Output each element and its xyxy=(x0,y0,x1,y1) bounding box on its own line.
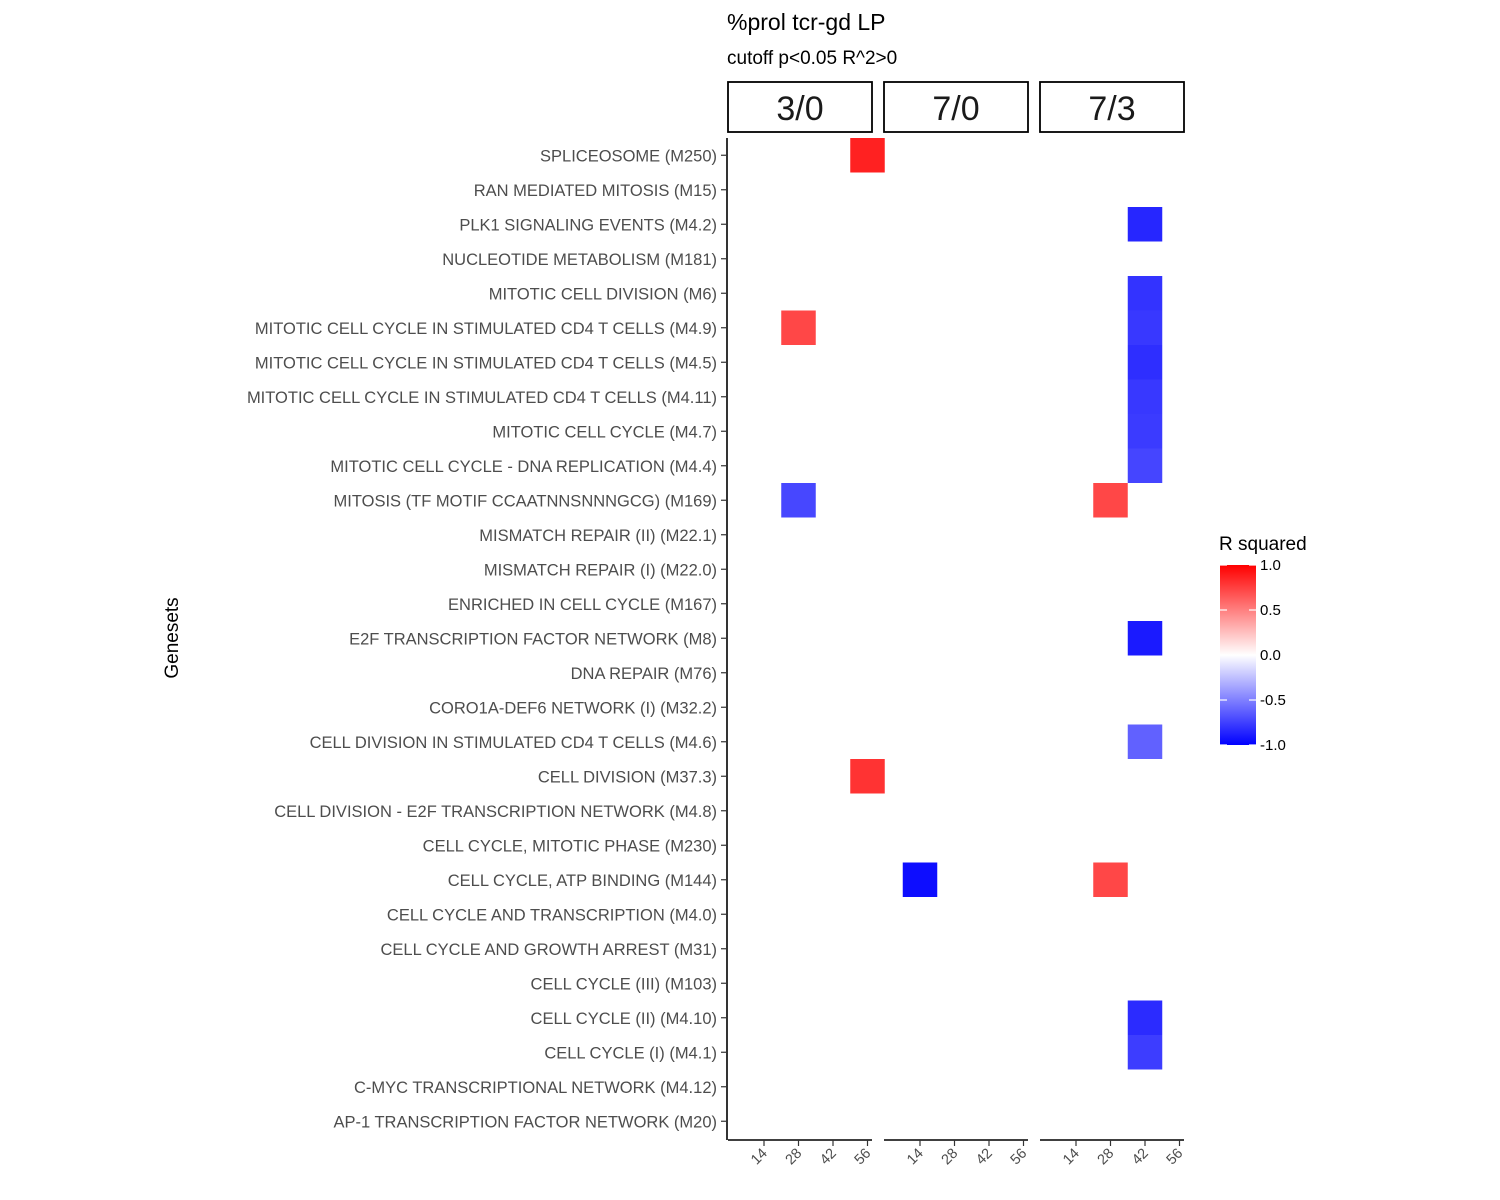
heatmap-cell xyxy=(781,310,816,345)
x-tick-label: 28 xyxy=(939,1146,962,1169)
heatmap-cell xyxy=(1127,621,1163,656)
facet-strip xyxy=(883,81,1029,133)
y-tick-label: E2F TRANSCRIPTION FACTOR NETWORK (M8) xyxy=(349,630,717,648)
heatmap-cells xyxy=(781,138,1163,1070)
facet-strip xyxy=(1039,81,1185,133)
x-tick-label: 42 xyxy=(973,1146,996,1169)
heatmap-cell xyxy=(1127,207,1163,242)
legend-title: R squared xyxy=(1219,534,1307,555)
y-tick-label: MITOSIS (TF MOTIF CCAATNNSNNNGCG) (M169) xyxy=(334,492,717,510)
facet-panels: 3/0 14 28 42 56 7/0 14 28 42 56 7/3 14 28 42 56 xyxy=(727,81,1187,1169)
heatmap-cell xyxy=(850,759,885,794)
heatmap-cell xyxy=(850,138,885,173)
y-tick-label: MITOTIC CELL CYCLE IN STIMULATED CD4 T C… xyxy=(255,320,717,338)
y-axis: SPLICEOSOME (M250) RAN MEDIATED MITOSIS (… xyxy=(247,138,728,1140)
legend-tick-label: -0.5 xyxy=(1260,692,1286,709)
y-tick-label: MISMATCH REPAIR (I) (M22.0) xyxy=(484,561,717,579)
y-tick-label: ENRICHED IN CELL CYCLE (M167) xyxy=(448,596,717,614)
y-tick-label: CELL CYCLE AND GROWTH ARREST (M31) xyxy=(381,941,718,959)
y-tick-label: SPLICEOSOME (M250) xyxy=(540,147,717,165)
y-tick-label: CELL CYCLE, ATP BINDING (M144) xyxy=(448,872,717,890)
y-tick-label: MISMATCH REPAIR (II) (M22.1) xyxy=(479,527,717,545)
y-tick-label: MITOTIC CELL CYCLE - DNA REPLICATION (M4… xyxy=(330,458,717,476)
y-tick-label: CELL CYCLE (III) (M103) xyxy=(531,975,717,993)
y-tick-label: CELL CYCLE AND TRANSCRIPTION (M4.0) xyxy=(387,906,717,924)
x-tick-label: 42 xyxy=(1129,1146,1152,1169)
facet-label: 7/0 xyxy=(932,90,979,128)
x-tick-label: 14 xyxy=(904,1146,927,1169)
heatmap-cell xyxy=(1127,724,1163,759)
x-tick-label: 56 xyxy=(1008,1146,1031,1169)
y-tick-label: MITOTIC CELL CYCLE (M4.7) xyxy=(492,423,717,441)
y-tick-label: CORO1A-DEF6 NETWORK (I) (M32.2) xyxy=(429,699,717,717)
y-tick-label: C-MYC TRANSCRIPTIONAL NETWORK (M4.12) xyxy=(354,1079,717,1097)
y-tick-label: AP-1 TRANSCRIPTION FACTOR NETWORK (M20) xyxy=(333,1113,717,1131)
y-axis-title: Genesets xyxy=(162,597,183,678)
y-tick-label: RAN MEDIATED MITOSIS (M15) xyxy=(474,182,717,200)
y-tick-label: CELL CYCLE, MITOTIC PHASE (M230) xyxy=(423,837,717,855)
heatmap-cell xyxy=(1127,448,1163,483)
x-tick-label: 14 xyxy=(748,1146,771,1169)
y-tick-label: CELL CYCLE (II) (M4.10) xyxy=(531,1010,717,1028)
x-tick-label: 14 xyxy=(1060,1146,1083,1169)
heatmap-cell xyxy=(1127,414,1163,449)
x-tick-label: 28 xyxy=(1095,1146,1118,1169)
facet-label: 7/3 xyxy=(1088,90,1135,128)
x-tick-label: 42 xyxy=(817,1146,840,1169)
heatmap-cell xyxy=(1127,1000,1163,1035)
y-tick-label: CELL DIVISION - E2F TRANSCRIPTION NETWOR… xyxy=(274,803,717,821)
x-tick-label: 56 xyxy=(852,1146,875,1169)
y-tick-label: MITOTIC CELL CYCLE IN STIMULATED CD4 T C… xyxy=(247,389,717,407)
heatmap-cell xyxy=(781,483,816,518)
x-tick-label: 28 xyxy=(783,1146,806,1169)
chart-title: %prol tcr-gd LP xyxy=(727,9,886,35)
legend-tick-label: 1.0 xyxy=(1260,557,1281,574)
x-tick-label: 56 xyxy=(1164,1146,1187,1169)
heatmap-cell xyxy=(1093,862,1128,897)
legend-tick-label: 0.5 xyxy=(1260,602,1281,619)
facet-strip xyxy=(727,81,873,133)
y-tick-label: MITOTIC CELL DIVISION (M6) xyxy=(489,285,717,303)
chart-subtitle: cutoff p<0.05 R^2>0 xyxy=(727,48,897,69)
legend-tick-label: -1.0 xyxy=(1260,737,1286,754)
heatmap-cell xyxy=(902,862,938,897)
heatmap-cell xyxy=(1127,310,1163,345)
y-tick-label: CELL DIVISION IN STIMULATED CD4 T CELLS … xyxy=(310,734,717,752)
legend-tick-label: 0.0 xyxy=(1260,647,1281,664)
y-tick-label: NUCLEOTIDE METABOLISM (M181) xyxy=(442,251,717,269)
y-tick-label: DNA REPAIR (M76) xyxy=(571,665,717,683)
facet-label: 3/0 xyxy=(776,90,823,128)
heatmap-cell xyxy=(1127,1035,1163,1070)
legend: R squared 1.0 0.5 0.0 -0.5 -1.0 xyxy=(1219,534,1307,754)
y-tick-label: CELL CYCLE (I) (M4.1) xyxy=(544,1044,717,1062)
y-tick-label: MITOTIC CELL CYCLE IN STIMULATED CD4 T C… xyxy=(255,354,717,372)
heatmap-cell xyxy=(1127,345,1163,380)
heatmap-cell xyxy=(1127,276,1163,311)
heatmap-cell xyxy=(1093,483,1128,518)
y-tick-label: CELL DIVISION (M37.3) xyxy=(538,768,717,786)
y-tick-label: PLK1 SIGNALING EVENTS (M4.2) xyxy=(459,216,717,234)
heatmap-cell xyxy=(1127,379,1163,414)
